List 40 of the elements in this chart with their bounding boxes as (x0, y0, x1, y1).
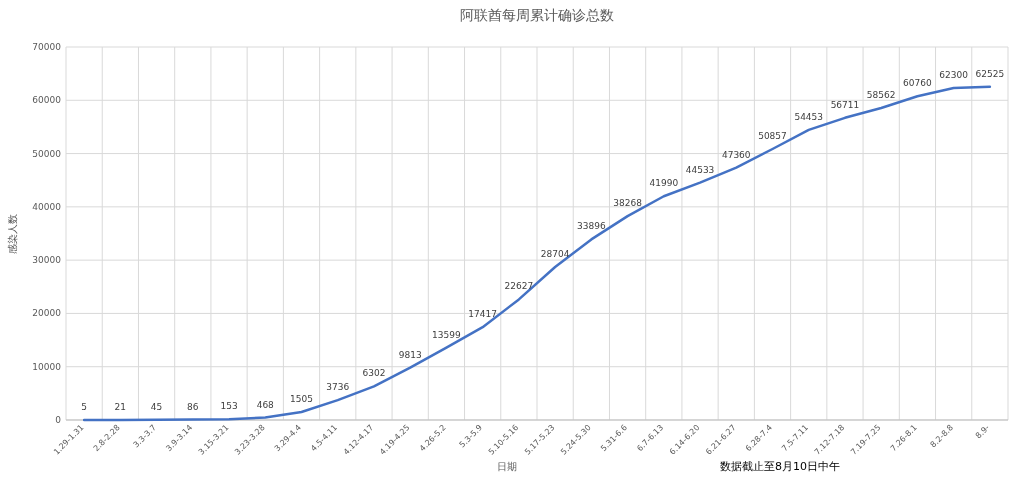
data-label: 17417 (468, 309, 497, 320)
data-label: 468 (256, 399, 275, 410)
data-label: 47360 (721, 149, 751, 160)
line-series (82, 85, 992, 422)
y-tick-label: 60000 (32, 95, 62, 106)
data-label: 1505 (290, 393, 313, 404)
data-label: 3736 (326, 382, 350, 393)
data-label: 5 (81, 401, 87, 412)
data-label: 22627 (504, 281, 534, 292)
y-tick-label: 40000 (32, 201, 62, 212)
data-label: 62525 (975, 68, 1005, 79)
data-label: 44533 (685, 164, 715, 175)
data-label: 62300 (939, 70, 969, 81)
data-label: 58562 (866, 89, 896, 100)
y-tick-label: 30000 (32, 255, 62, 266)
y-tick-label: 50000 (32, 148, 62, 159)
y-tick-label: 70000 (32, 42, 62, 52)
y-tick-label: 10000 (32, 361, 62, 372)
y-axis-title: 感染人数 (7, 213, 18, 254)
data-label: 153 (220, 401, 238, 412)
chart-title: 阿联酋每周累计确诊总数 (460, 7, 614, 23)
data-label: 41990 (649, 178, 679, 189)
y-tick-label: 0 (55, 415, 62, 425)
data-label: 86 (187, 401, 199, 412)
data-label: 33896 (577, 221, 606, 232)
x-tick-label: 8.9- (973, 422, 992, 441)
text: 数据截止至8月10日中午 (720, 460, 840, 473)
data-label: 54453 (794, 111, 824, 122)
data-label: 56711 (830, 99, 860, 110)
data-label: 6302 (362, 368, 386, 379)
data-label: 45 (150, 401, 163, 412)
data-label: 13599 (432, 329, 462, 340)
data-label: 28704 (540, 249, 570, 260)
y-tick-label: 20000 (32, 308, 62, 319)
x-axis-title: 日期 (497, 461, 517, 472)
data-label: 21 (114, 401, 127, 412)
data-label: 9813 (398, 349, 422, 360)
data-label: 38268 (613, 198, 643, 209)
data-label: 50857 (758, 131, 787, 141)
data-label: 60760 (903, 78, 933, 89)
